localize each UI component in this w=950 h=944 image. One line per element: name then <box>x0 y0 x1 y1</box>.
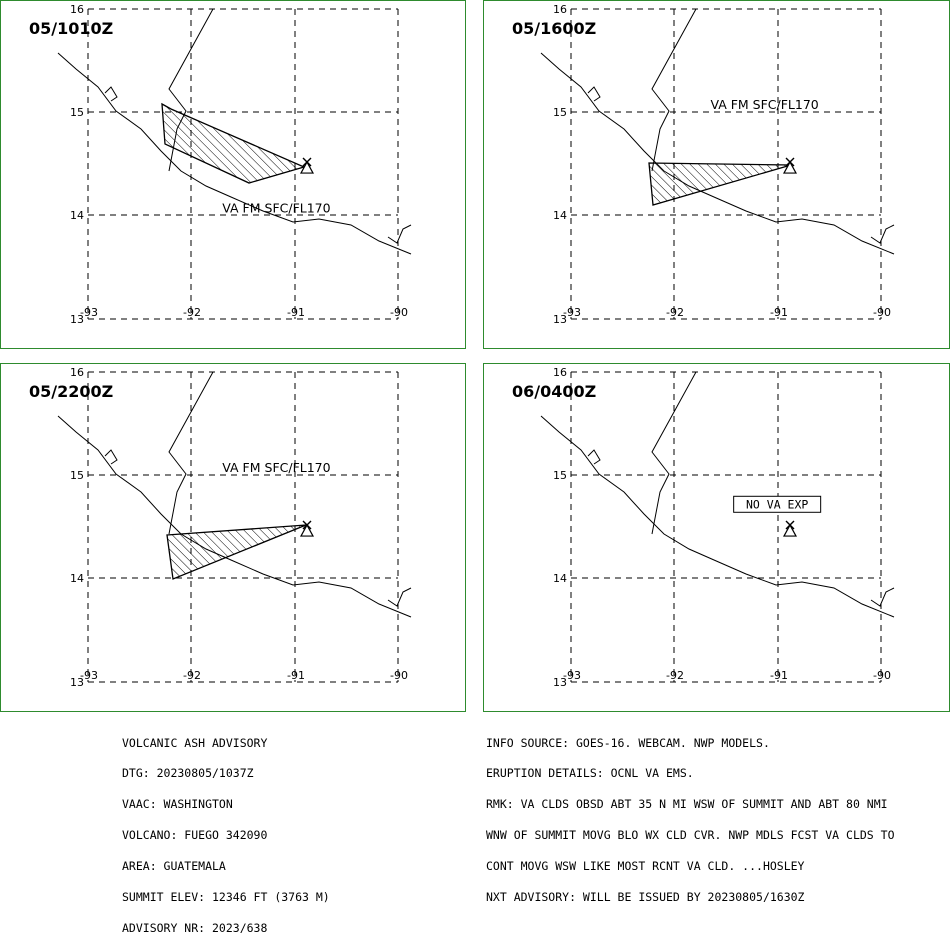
lat-label: 15 <box>70 106 84 119</box>
ash-level-label: VA FM SFC/FL170 <box>222 201 330 216</box>
country-border <box>587 86 601 102</box>
lon-label: -92 <box>666 306 684 319</box>
map-canvas: 16 15 14 13-93 -92 -91 -90 VA FM SFC/FL170 <box>540 3 895 326</box>
ash-cloud-polygon <box>166 524 307 580</box>
ash-level-label: VA FM SFC/FL170 <box>710 97 818 112</box>
coastline <box>540 415 895 618</box>
forecast-panel-2: 16 15 14 13 -93 -92 -91 -90 VA FM SFC/FL170 05/1… <box>483 0 950 349</box>
lat-label: 16 <box>553 366 567 379</box>
lat-label: 16 <box>553 3 567 16</box>
lat-label: 16 <box>70 366 84 379</box>
lon-label: -90 <box>390 669 408 682</box>
lat-label: 14 <box>70 209 84 222</box>
advisory-line: WNW OF SUMMIT MOVG BLO WX CLD CVR. NWP M… <box>486 828 895 843</box>
country-border <box>104 449 118 465</box>
coastline <box>57 415 412 618</box>
forecast-panel-3: 16 15 14 13 -93 -92 -91 -90 VA FM SFC/FL170 05/2… <box>0 363 466 712</box>
lat-label: 14 <box>553 209 567 222</box>
lat-label: 13 <box>70 313 84 326</box>
forecast-panel-4: 16 15 14 13 -93 -92 -91 -90 NO VA EXP 06/0400Z <box>483 363 950 712</box>
lon-label: -93 <box>563 669 581 682</box>
advisory-remarks-text: INFO SOURCE: GOES-16. WEBCAM. NWP MODELS… <box>486 717 895 913</box>
volcano-icon <box>782 157 798 174</box>
lat-label: 15 <box>553 469 567 482</box>
lon-label: -90 <box>390 306 408 319</box>
advisory-header-text: VOLCANIC ASH ADVISORY DTG: 20230805/1037… <box>122 717 330 944</box>
coastline <box>57 52 412 255</box>
panel-time: 05/2200Z <box>29 382 114 401</box>
ash-cloud-polygon <box>161 102 306 184</box>
lat-label: 15 <box>70 469 84 482</box>
country-border <box>587 449 601 465</box>
map-canvas: 16 15 14 13-93 -92 -91 -90 NO VA EXP <box>540 366 895 689</box>
ash-cloud-polygon <box>648 162 792 206</box>
no-va-label: NO VA EXP <box>746 497 808 511</box>
advisory-line: AREA: GUATEMALA <box>122 859 226 874</box>
advisory-line: ADVISORY NR: 2023/638 <box>122 920 268 935</box>
advisory-line: VAAC: WASHINGTON <box>122 797 233 812</box>
country-border <box>387 587 412 607</box>
country-border <box>651 8 697 172</box>
advisory-line: INFO SOURCE: GOES-16. WEBCAM. NWP MODELS… <box>486 735 770 750</box>
lon-label: -90 <box>873 669 891 682</box>
lat-label: 14 <box>553 572 567 585</box>
lat-label: 13 <box>70 676 84 689</box>
advisory-line: NXT ADVISORY: WILL BE ISSUED BY 20230805… <box>486 890 805 905</box>
advisory-line: VOLCANIC ASH ADVISORY <box>122 735 268 750</box>
panel-time: 05/1600Z <box>512 19 597 38</box>
panel-time: 06/0400Z <box>512 382 597 401</box>
lat-label: 16 <box>70 3 84 16</box>
advisory-line: ERUPTION DETAILS: OCNL VA EMS. <box>486 766 694 781</box>
lon-label: -92 <box>183 669 201 682</box>
volcano-icon <box>299 157 315 174</box>
lon-label: -93 <box>80 669 98 682</box>
lon-label: -90 <box>873 306 891 319</box>
lon-label: -92 <box>666 669 684 682</box>
advisory-line: RMK: VA CLDS OBSD ABT 35 N MI WSW OF SUM… <box>486 797 888 812</box>
lat-label: 13 <box>553 313 567 326</box>
ash-level-label: VA FM SFC/FL170 <box>222 460 330 475</box>
lat-label: 13 <box>553 676 567 689</box>
map-canvas: 16 15 14 13-93 -92 -91 -90 VA FM SFC/FL170 <box>57 366 412 689</box>
map-canvas: 16 15 14 13-93 -92 -91 -90 VA FM SFC/FL170 <box>57 3 412 326</box>
country-border <box>651 371 697 535</box>
country-border <box>870 224 895 244</box>
advisory-line: VOLCANO: FUEGO 342090 <box>122 828 268 843</box>
forecast-panel-1: 16 15 14 13 -93 -92 -91 -90 VA FM SFC/FL170 05/1… <box>0 0 466 349</box>
volcano-icon <box>782 520 798 537</box>
coastline <box>540 52 895 255</box>
lon-label: -91 <box>770 669 788 682</box>
lon-label: -91 <box>287 669 305 682</box>
country-border <box>104 86 118 102</box>
lon-label: -93 <box>80 306 98 319</box>
lon-label: -91 <box>770 306 788 319</box>
country-border <box>870 587 895 607</box>
lat-label: 15 <box>553 106 567 119</box>
no-va-box <box>733 495 822 513</box>
lon-label: -93 <box>563 306 581 319</box>
country-border <box>168 371 214 535</box>
advisory-line: SUMMIT ELEV: 12346 FT (3763 M) <box>122 890 330 905</box>
advisory-line: DTG: 20230805/1037Z <box>122 766 254 781</box>
advisory-line: CONT MOVG WSW LIKE MOST RCNT VA CLD. ...… <box>486 859 805 874</box>
lon-label: -91 <box>287 306 305 319</box>
panel-time: 05/1010Z <box>29 19 114 38</box>
lon-label: -92 <box>183 306 201 319</box>
volcano-icon <box>299 520 315 537</box>
lat-label: 14 <box>70 572 84 585</box>
country-border <box>387 224 412 244</box>
